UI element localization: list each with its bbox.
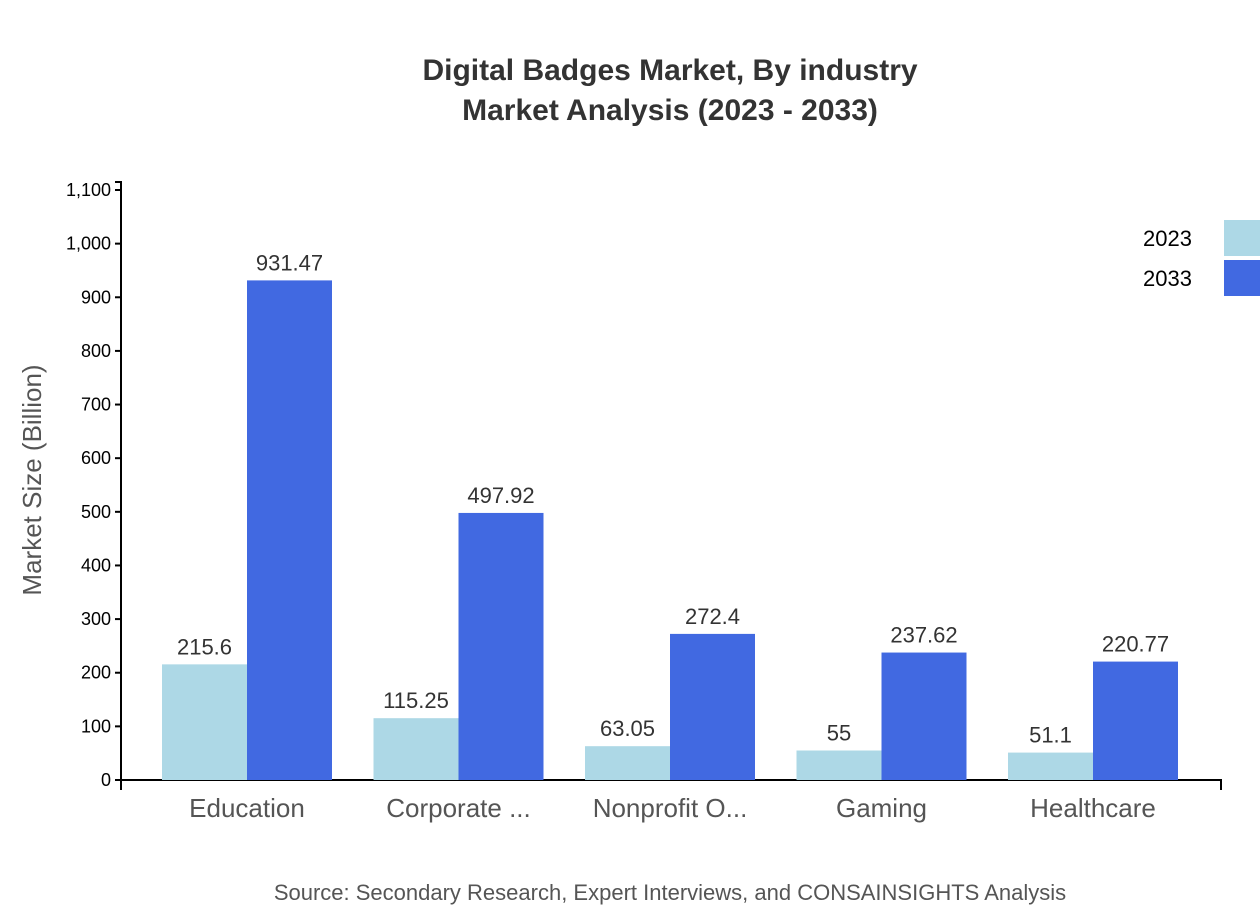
y-axis-label: Market Size (Billion) bbox=[17, 364, 47, 595]
bar-2033-0 bbox=[247, 280, 332, 780]
legend-swatch-2023 bbox=[1224, 220, 1260, 256]
y-tick-label: 700 bbox=[81, 395, 111, 415]
bar-2023-2 bbox=[585, 746, 670, 780]
data-label: 931.47 bbox=[256, 250, 323, 275]
legend-label-2023: 2023 bbox=[1143, 226, 1192, 251]
data-label: 497.92 bbox=[467, 483, 534, 508]
y-axis-line bbox=[115, 181, 122, 781]
data-label: 63.05 bbox=[600, 716, 655, 741]
source-note: Source: Secondary Research, Expert Inter… bbox=[274, 880, 1066, 905]
y-tick-label: 200 bbox=[81, 663, 111, 683]
y-tick-label: 400 bbox=[81, 555, 111, 575]
data-label: 272.4 bbox=[685, 604, 740, 629]
y-tick-label: 300 bbox=[81, 609, 111, 629]
y-tick-label: 500 bbox=[81, 502, 111, 522]
x-tick-label: Nonprofit O... bbox=[593, 793, 748, 823]
data-label: 51.1 bbox=[1029, 723, 1072, 748]
data-label: 220.77 bbox=[1102, 632, 1169, 657]
y-tick-label: 0 bbox=[101, 770, 111, 790]
x-tick-label: Education bbox=[189, 793, 305, 823]
chart-subtitle: Market Analysis (2023 - 2033) bbox=[462, 94, 878, 127]
data-label: 115.25 bbox=[383, 688, 449, 713]
y-tick-label: 800 bbox=[81, 341, 111, 361]
y-tick-label: 1,100 bbox=[66, 180, 111, 200]
bar-2023-0 bbox=[162, 664, 247, 780]
data-label: 237.62 bbox=[890, 623, 957, 648]
bar-2023-3 bbox=[796, 750, 882, 780]
y-tick-label: 900 bbox=[81, 287, 111, 307]
y-tick-label: 100 bbox=[81, 716, 111, 736]
data-label: 55 bbox=[827, 721, 851, 746]
x-tick-label: Healthcare bbox=[1030, 793, 1156, 823]
data-label: 215.6 bbox=[177, 634, 232, 659]
chart-title: Digital Badges Market, By industry bbox=[422, 54, 917, 87]
bar-2023-1 bbox=[373, 718, 459, 780]
legend-label-2033: 2033 bbox=[1143, 266, 1192, 291]
x-tick-label: Corporate ... bbox=[386, 793, 531, 823]
bar-2033-1 bbox=[458, 512, 544, 780]
bar-2033-2 bbox=[670, 633, 755, 780]
legend-swatch-2033 bbox=[1224, 260, 1260, 296]
bar-2033-4 bbox=[1093, 661, 1178, 780]
bar-2033-3 bbox=[881, 652, 967, 780]
y-tick-label: 1,000 bbox=[66, 234, 111, 254]
x-tick-label: Gaming bbox=[836, 793, 927, 823]
y-tick-label: 600 bbox=[81, 448, 111, 468]
bar-2023-4 bbox=[1008, 752, 1093, 780]
x-axis-line bbox=[120, 779, 1222, 790]
